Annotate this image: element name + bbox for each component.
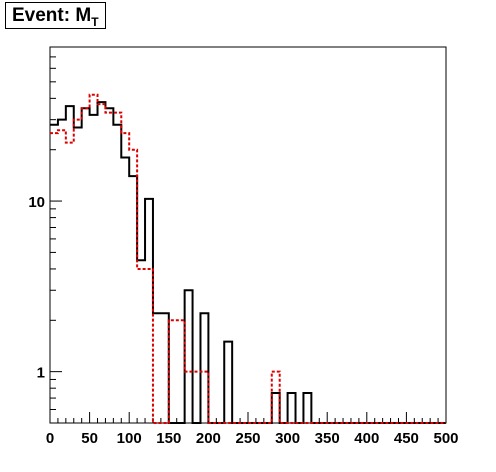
x-tick-label: 300	[275, 430, 300, 447]
x-tick-label: 500	[433, 430, 458, 447]
y-tick-label: 10	[28, 194, 45, 211]
x-tick-label: 100	[117, 430, 142, 447]
x-tick-label: 250	[235, 430, 260, 447]
x-tick-label: 50	[81, 430, 98, 447]
x-tick-label: 150	[156, 430, 181, 447]
x-tick-label: 450	[394, 430, 419, 447]
x-tick-label: 200	[196, 430, 221, 447]
y-tick-label: 1	[37, 365, 45, 382]
red-dashed-histogram	[50, 93, 446, 424]
black-solid-histogram	[50, 101, 446, 424]
chart-title: Event: MT	[5, 2, 106, 29]
x-tick-label: 0	[46, 430, 54, 447]
x-tick-label: 400	[354, 430, 379, 447]
plot-frame	[49, 46, 447, 424]
x-tick-label: 350	[315, 430, 340, 447]
